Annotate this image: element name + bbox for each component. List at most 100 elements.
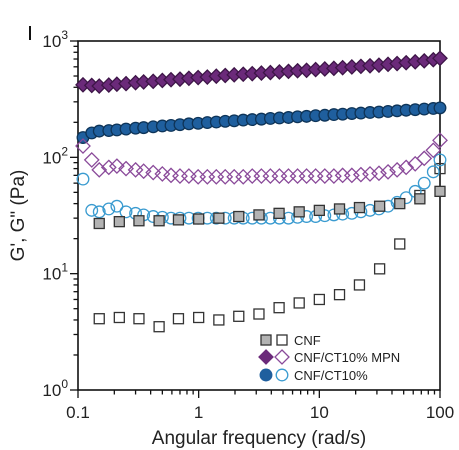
data-point bbox=[76, 172, 90, 186]
data-point bbox=[91, 161, 108, 178]
x-tick-label: 100 bbox=[426, 403, 454, 422]
series-group bbox=[75, 50, 448, 94]
legend-marker-filled bbox=[260, 334, 272, 346]
data-point bbox=[417, 176, 431, 190]
data-point bbox=[313, 293, 325, 306]
data-point bbox=[343, 167, 360, 184]
series-group bbox=[75, 132, 448, 185]
data-point bbox=[398, 159, 415, 176]
data-point bbox=[373, 263, 386, 275]
data-point bbox=[353, 279, 366, 291]
data-point bbox=[373, 200, 386, 212]
data-point bbox=[434, 185, 446, 198]
data-point bbox=[93, 217, 105, 230]
data-point bbox=[273, 302, 285, 314]
data-point bbox=[93, 313, 105, 325]
data-point bbox=[352, 166, 369, 183]
y-tick-label: 102 bbox=[42, 144, 68, 167]
data-point bbox=[414, 193, 426, 205]
data-point bbox=[193, 311, 205, 324]
legend-label: CNF bbox=[294, 333, 321, 348]
data-point bbox=[190, 168, 207, 185]
data-point bbox=[271, 168, 288, 184]
data-point bbox=[399, 191, 413, 205]
data-point bbox=[113, 311, 125, 324]
data-point bbox=[433, 101, 447, 115]
data-point bbox=[110, 199, 124, 213]
plot-area-border bbox=[77, 40, 441, 391]
legend-marker-filled bbox=[259, 368, 273, 382]
series-group bbox=[93, 185, 446, 230]
data-point bbox=[432, 50, 448, 67]
data-point bbox=[433, 153, 447, 167]
data-point bbox=[113, 215, 125, 228]
data-point bbox=[253, 209, 265, 221]
data-series bbox=[75, 50, 448, 333]
data-point bbox=[432, 132, 448, 149]
plot-frame bbox=[29, 26, 441, 391]
data-point bbox=[394, 238, 406, 250]
data-point bbox=[100, 159, 117, 176]
legend-marker-open bbox=[276, 334, 288, 346]
data-point bbox=[135, 163, 152, 180]
data-point bbox=[316, 168, 333, 184]
data-point bbox=[172, 168, 188, 184]
data-point bbox=[293, 206, 305, 218]
data-point bbox=[85, 203, 99, 217]
data-point bbox=[307, 168, 324, 184]
data-point bbox=[235, 168, 252, 185]
data-point bbox=[262, 168, 279, 184]
data-point bbox=[333, 203, 346, 215]
data-point bbox=[416, 150, 433, 167]
data-point bbox=[333, 289, 346, 301]
data-point bbox=[280, 168, 297, 184]
y-tick-label: 100 bbox=[42, 377, 68, 400]
data-point bbox=[83, 152, 100, 168]
data-point bbox=[193, 213, 205, 225]
data-point bbox=[353, 201, 366, 214]
legend-marker-filled bbox=[258, 349, 274, 365]
data-point bbox=[293, 297, 305, 309]
data-point bbox=[199, 168, 216, 185]
data-point bbox=[371, 165, 387, 182]
legend-label: CNF/CT10% MPN bbox=[294, 350, 400, 365]
data-point bbox=[233, 210, 245, 223]
data-point bbox=[180, 168, 197, 184]
data-point bbox=[425, 142, 442, 159]
y-axis-title: G', G" (Pa) bbox=[8, 170, 29, 262]
data-point bbox=[133, 313, 145, 325]
data-point bbox=[389, 161, 406, 178]
data-point bbox=[244, 168, 261, 184]
data-point bbox=[208, 168, 225, 185]
data-point bbox=[172, 214, 185, 226]
tick-labels: 0.1 1 10 100 100 101 102 103 bbox=[42, 28, 454, 422]
series-group bbox=[93, 162, 446, 333]
data-point bbox=[213, 212, 225, 224]
data-point bbox=[273, 207, 285, 219]
axis-ticks bbox=[70, 40, 441, 398]
legend-marker-open bbox=[274, 349, 290, 365]
data-point bbox=[345, 206, 359, 220]
series-group bbox=[76, 101, 447, 144]
data-point bbox=[153, 215, 165, 227]
x-tick-label: 1 bbox=[194, 403, 203, 422]
y-tick-label: 103 bbox=[42, 28, 68, 51]
data-point bbox=[102, 202, 116, 216]
data-point bbox=[75, 138, 91, 154]
data-point bbox=[334, 167, 351, 184]
data-point bbox=[118, 160, 134, 177]
data-point bbox=[133, 215, 145, 227]
data-point bbox=[153, 321, 165, 333]
x-tick-label: 10 bbox=[310, 403, 329, 422]
data-point bbox=[253, 168, 270, 184]
data-point bbox=[313, 204, 325, 217]
legend-label: CNF/CT10% bbox=[294, 368, 368, 383]
data-point bbox=[172, 313, 185, 325]
data-point bbox=[226, 168, 243, 185]
data-point bbox=[119, 205, 133, 219]
data-point bbox=[362, 166, 378, 182]
data-point bbox=[394, 197, 406, 210]
data-point bbox=[233, 310, 245, 322]
data-point bbox=[108, 158, 125, 175]
